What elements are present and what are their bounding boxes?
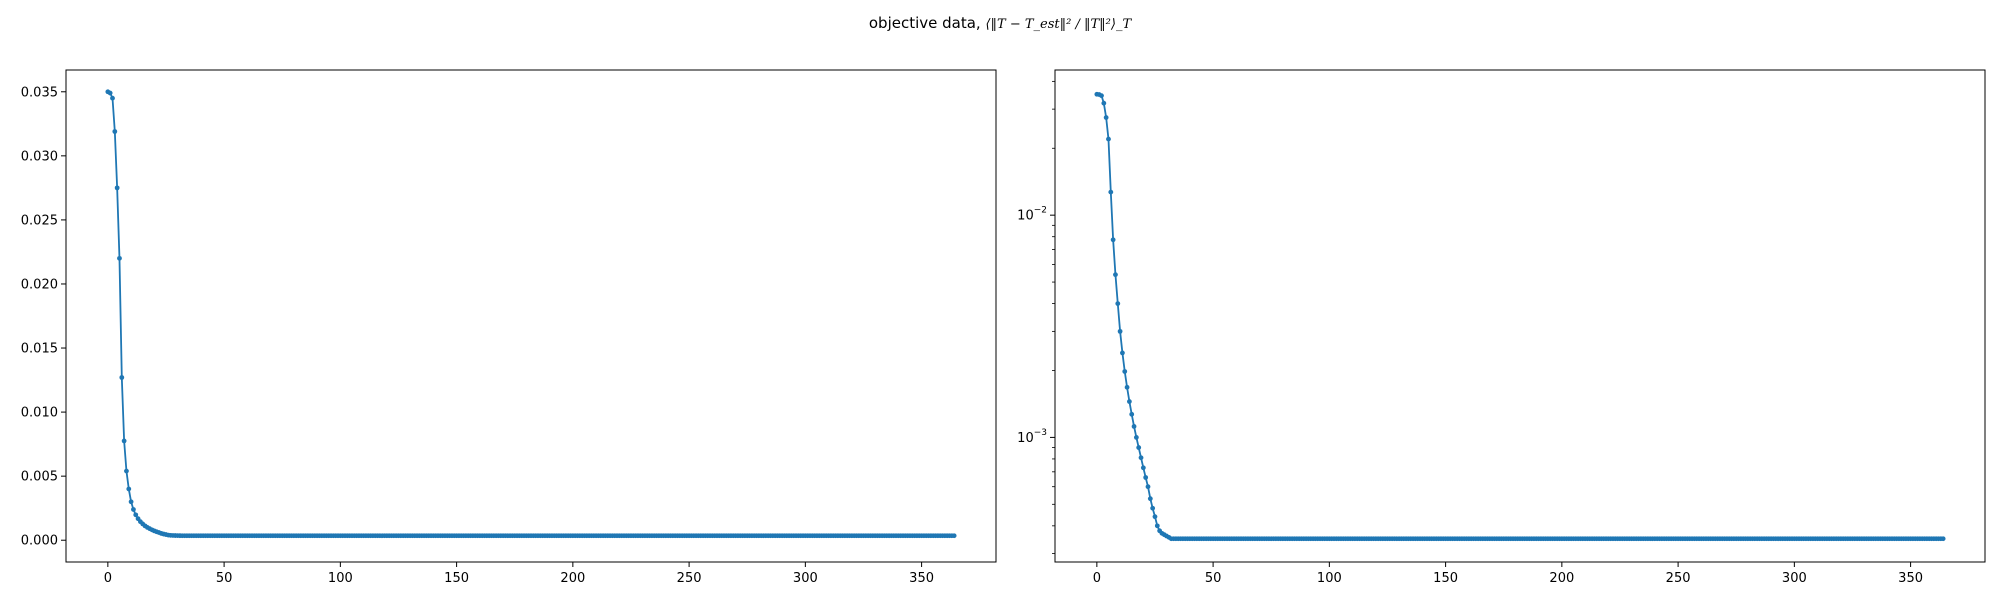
data-point (1145, 484, 1151, 490)
axes-frame (1054, 69, 1986, 563)
data-point (1122, 369, 1128, 374)
x-tick-label: 200 (1549, 571, 1574, 586)
data-point (121, 438, 127, 444)
x-tick-label: 300 (1782, 571, 1807, 586)
data-point (1150, 505, 1156, 511)
x-tick-label: 50 (1205, 571, 1222, 586)
data-point (1129, 411, 1135, 417)
data-point (1115, 301, 1121, 306)
data-point (1127, 399, 1132, 404)
x-tick-label: 0 (104, 571, 112, 586)
data-point (1152, 514, 1158, 520)
data-point (1120, 350, 1125, 356)
axes-frame (65, 69, 997, 563)
data-point (1124, 384, 1130, 390)
data-point (1108, 189, 1114, 195)
x-tick-label: 150 (1433, 571, 1458, 586)
x-tick-label: 250 (677, 571, 702, 586)
data-point (1103, 115, 1109, 120)
x-tick-label: 100 (328, 571, 353, 586)
log-axes-panel: 0 50 100 150 200 250 300 350 10−3 10−2 (1017, 69, 1986, 586)
data-point (1131, 424, 1137, 429)
x-tick-label: 100 (1317, 571, 1342, 586)
data-point (131, 507, 136, 512)
data-point (951, 533, 957, 539)
data-point (1110, 237, 1116, 243)
y-tick-label: 0.030 (21, 149, 58, 164)
data-point (119, 375, 125, 380)
data-point (1147, 496, 1153, 502)
data-point (1940, 536, 1946, 542)
x-tick-label: 200 (560, 571, 585, 586)
y-tick-label: 0.000 (21, 534, 58, 549)
x-tick-label: 300 (793, 571, 818, 586)
y-tick-label: 0.035 (21, 85, 58, 100)
y-tick-label: 10−2 (1017, 206, 1047, 224)
data-point (128, 499, 134, 505)
data-point (1133, 435, 1139, 440)
y-tick-label: 10−3 (1017, 428, 1047, 446)
x-tick-label: 150 (444, 571, 469, 586)
data-point (1117, 328, 1123, 334)
x-tick-label: 250 (1666, 571, 1691, 586)
data-point (114, 185, 120, 191)
data-point (112, 129, 118, 134)
data-point (110, 95, 115, 101)
data-point (1101, 100, 1107, 106)
linear-axes-panel: 0 50 100 150 200 250 300 350 0.000 0.005 0.010 0.01… (21, 69, 997, 586)
figure-title-prefix: objective data, (868, 14, 986, 32)
data-point (1113, 272, 1118, 278)
figure-title: objective data, ⟨‖T − T_est‖² / ‖T‖²⟩_T (0, 14, 2000, 32)
y-tick-label: 0.005 (21, 470, 58, 485)
data-point (126, 486, 132, 492)
y-tick-label: 0.020 (21, 277, 58, 292)
data-point (1099, 93, 1104, 99)
x-tick-label: 350 (909, 571, 934, 586)
x-tick-label: 350 (1898, 571, 1923, 586)
data-point (1140, 465, 1146, 471)
data-point (1143, 475, 1149, 480)
data-point (124, 468, 129, 474)
data-point (107, 90, 113, 96)
data-point (1138, 455, 1144, 461)
data-point (117, 255, 122, 261)
data-point (1106, 136, 1111, 142)
x-tick-label: 50 (216, 571, 233, 586)
data-point (133, 512, 139, 518)
y-tick-label: 0.025 (21, 213, 58, 228)
data-point (1136, 445, 1142, 450)
x-tick-label: 0 (1093, 571, 1101, 586)
y-tick-label: 0.015 (21, 342, 58, 357)
figure-title-math: ⟨‖T − T_est‖² / ‖T‖²⟩_T (985, 17, 1132, 32)
data-point (1154, 523, 1160, 529)
y-tick-label: 0.010 (21, 406, 58, 421)
